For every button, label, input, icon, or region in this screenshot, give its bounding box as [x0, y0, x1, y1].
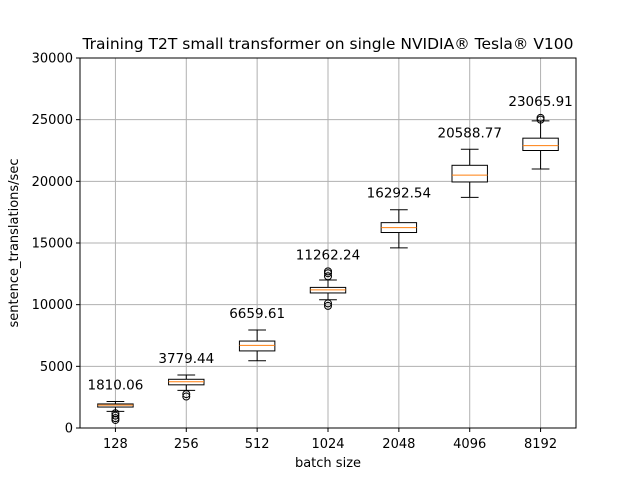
y-tick-label: 0: [65, 422, 73, 437]
x-tick-label: 256: [174, 437, 199, 452]
outlier-point: [111, 415, 120, 424]
box-iqr: [451, 164, 488, 183]
data-label-2048: 16292.54: [367, 186, 431, 202]
box-1024: [309, 267, 347, 310]
outlier-point: [324, 301, 332, 310]
x-tick-label: 2048: [382, 437, 415, 452]
data-label-512: 6659.61: [229, 306, 285, 322]
x-tick-label: 1024: [311, 437, 344, 452]
outlier-point: [182, 390, 191, 399]
y-axis-label: sentence_translations/sec: [7, 159, 22, 328]
data-labels: 1810.06 3779.44 6659.61 11262.24 16292.54 205…: [88, 94, 573, 394]
box-4096: [451, 148, 488, 198]
x-axis-label: batch size: [295, 456, 361, 471]
outlier-point: [111, 411, 120, 420]
box-plots: [97, 113, 559, 424]
y-tick-label: 30000: [32, 52, 73, 67]
outlier-point: [536, 113, 545, 122]
y-tick-label: 15000: [32, 237, 73, 252]
y-tick-label: 20000: [32, 175, 73, 190]
data-label-1024: 11262.24: [296, 247, 360, 263]
box-8192: [522, 113, 559, 170]
outlier-point: [324, 299, 332, 308]
box-256: [168, 374, 205, 401]
ticks: 0 5000 10000 15000 20000 25000 30000 128 256 512 1…: [32, 52, 557, 453]
x-tick-label: 4096: [453, 437, 486, 452]
box-512: [238, 329, 276, 362]
outlier-point: [324, 267, 332, 276]
y-tick-label: 25000: [32, 113, 73, 128]
y-tick-label: 5000: [40, 360, 73, 375]
box-iqr: [238, 340, 276, 352]
grid: [80, 57, 576, 429]
box-128: [97, 400, 134, 424]
data-label-256: 3779.44: [158, 351, 214, 367]
data-label-8192: 23065.91: [508, 94, 572, 110]
chart-title: Training T2T small transformer on single…: [81, 35, 573, 53]
box-2048: [380, 209, 418, 249]
outlier-point: [182, 392, 191, 401]
x-tick-label: 8192: [524, 437, 557, 452]
x-tick-label: 512: [245, 437, 270, 452]
y-tick-label: 10000: [32, 298, 73, 313]
outlier-point: [324, 272, 332, 281]
x-tick-label: 128: [103, 437, 128, 452]
data-label-128: 1810.06: [88, 377, 144, 393]
box-iqr: [522, 137, 559, 152]
data-label-4096: 20588.77: [438, 125, 502, 141]
